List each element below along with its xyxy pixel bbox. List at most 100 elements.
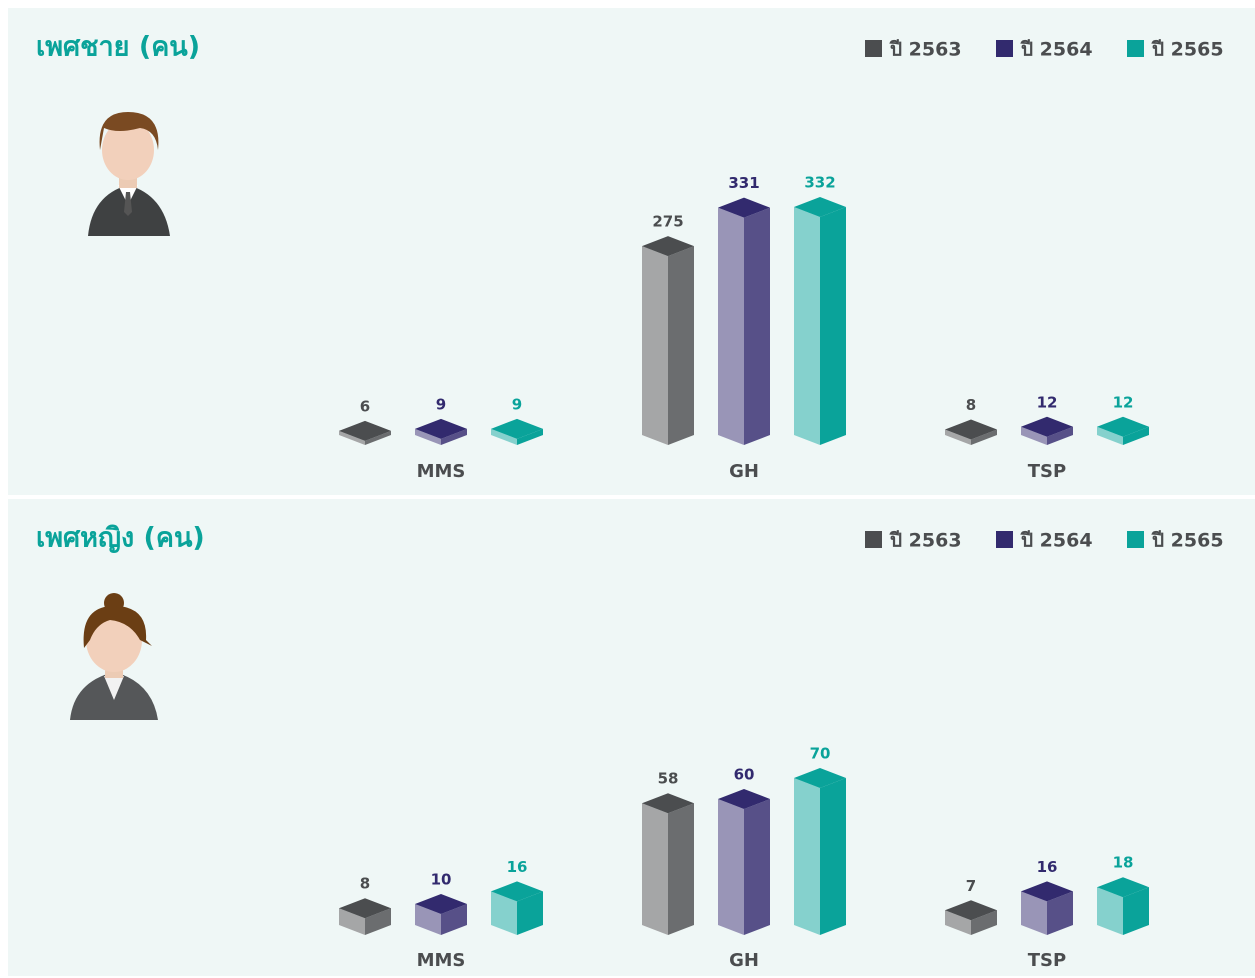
male-avatar <box>88 112 170 236</box>
bar-top <box>491 881 543 902</box>
bar <box>1097 877 1149 935</box>
bar-left-face <box>415 428 441 445</box>
x-tick-label: TSP <box>1028 461 1066 482</box>
bar-top <box>491 418 543 439</box>
bar-right-face <box>1047 891 1073 935</box>
value-label: 70 <box>810 745 831 763</box>
bar-top <box>339 420 391 441</box>
bar-top <box>1097 877 1149 898</box>
value-label: 12 <box>1113 393 1134 411</box>
x-tick-label: MMS <box>417 461 466 482</box>
bar-left-face <box>339 908 365 935</box>
bar <box>339 420 391 445</box>
bar-right-face <box>365 430 391 445</box>
bar-top <box>415 894 467 914</box>
value-label: 10 <box>431 871 452 889</box>
value-label: 8 <box>966 396 976 414</box>
bar-right-face <box>668 803 694 935</box>
legend-label: ปี 2563 <box>889 530 961 552</box>
bar <box>415 894 467 935</box>
bar-top <box>642 236 694 257</box>
bar-left-face <box>339 430 365 445</box>
bar-left-face <box>491 428 517 445</box>
legend-label: ปี 2564 <box>1020 39 1092 61</box>
x-tick-label: MMS <box>417 950 466 971</box>
value-label: 7 <box>966 877 976 895</box>
value-label: 275 <box>652 213 683 231</box>
value-label: 16 <box>507 858 528 876</box>
value-label: 6 <box>360 397 370 415</box>
bar-right-face <box>1047 426 1073 445</box>
bar-left-face <box>945 429 971 445</box>
value-label: 9 <box>512 395 522 413</box>
bar <box>945 900 997 935</box>
bar-left-face <box>794 207 820 445</box>
bar-left-face <box>415 904 441 935</box>
bar-left-face <box>1097 887 1123 935</box>
bar <box>1021 881 1073 935</box>
bar-right-face <box>441 428 467 445</box>
bar <box>1021 416 1073 445</box>
legend-label: ปี 2565 <box>1151 530 1223 552</box>
chart-title: เพศชาย (คน) <box>36 32 200 63</box>
bar <box>642 236 694 445</box>
bar-right-face <box>668 246 694 445</box>
value-label: 16 <box>1037 858 1058 876</box>
bar-left-face <box>642 246 668 445</box>
legend-swatch <box>996 531 1013 548</box>
legend-swatch <box>1127 40 1144 57</box>
bar-top <box>1021 881 1073 902</box>
bar-right-face <box>971 429 997 445</box>
bar <box>718 197 770 445</box>
bar-left-face <box>794 778 820 935</box>
bar-left-face <box>642 803 668 935</box>
bar <box>718 789 770 935</box>
panel <box>8 8 1255 495</box>
value-label: 58 <box>658 770 679 788</box>
value-label: 60 <box>734 766 755 784</box>
value-label: 331 <box>728 174 759 192</box>
legend-swatch <box>1127 531 1144 548</box>
bar-left-face <box>1097 426 1123 445</box>
bar <box>491 881 543 935</box>
legend-swatch <box>865 40 882 57</box>
bar-right-face <box>365 908 391 935</box>
female-avatar <box>70 593 158 720</box>
bar-top <box>794 197 846 217</box>
value-label: 8 <box>360 875 370 893</box>
bar-left-face <box>1021 426 1047 445</box>
bar-top <box>945 900 997 921</box>
bar-top <box>339 898 391 919</box>
bar <box>415 418 467 445</box>
chart-title: เพศหญิง (คน) <box>36 523 205 554</box>
bar <box>1097 416 1149 445</box>
bar <box>945 419 997 445</box>
bar-top <box>1021 416 1073 437</box>
x-tick-label: GH <box>729 461 759 482</box>
bar-right-face <box>1123 887 1149 935</box>
bar-top <box>718 197 770 218</box>
bar-right-face <box>441 904 467 935</box>
bar-right-face <box>744 799 770 935</box>
value-label: 9 <box>436 395 446 413</box>
bar-right-face <box>971 910 997 935</box>
legend-swatch <box>865 531 882 548</box>
legend-label: ปี 2563 <box>889 39 961 61</box>
bar <box>794 768 846 935</box>
bar-top <box>794 768 846 788</box>
bar-right-face <box>517 428 543 445</box>
legend-label: ปี 2564 <box>1020 530 1092 552</box>
bar-right-face <box>1123 426 1149 445</box>
x-tick-label: TSP <box>1028 950 1066 971</box>
legend-swatch <box>996 40 1013 57</box>
value-label: 332 <box>804 174 835 192</box>
bar-right-face <box>517 891 543 935</box>
bar-top <box>1097 416 1149 437</box>
bar-top <box>415 418 467 439</box>
value-label: 12 <box>1037 393 1058 411</box>
bar-top <box>718 789 770 809</box>
bar-left-face <box>491 891 517 935</box>
bar <box>491 418 543 445</box>
bar-right-face <box>820 207 846 445</box>
